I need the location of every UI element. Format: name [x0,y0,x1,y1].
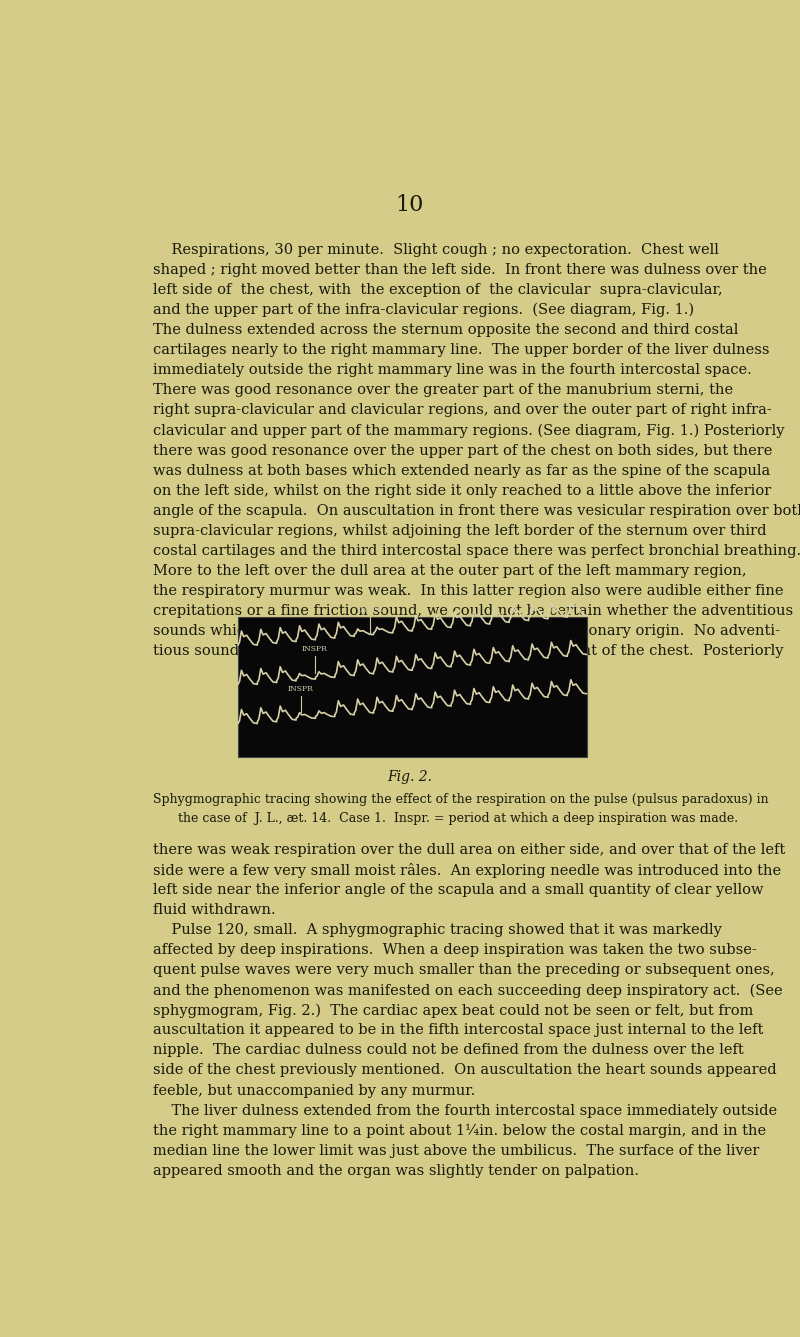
Text: left side near the inferior angle of the scapula and a small quantity of clear y: left side near the inferior angle of the… [153,882,763,897]
Text: tious sounds over the right side or elsewhere over the front of the chest.  Post: tious sounds over the right side or else… [153,644,783,658]
Text: the case of  J. L., æt. 14.  Case 1.  Inspr. = period at which a deep inspiratio: the case of J. L., æt. 14. Case 1. Inspr… [178,812,738,825]
Text: immediately outside the right mammary line was in the fourth intercostal space.: immediately outside the right mammary li… [153,364,751,377]
Text: costal cartilages and the third intercostal space there was perfect bronchial br: costal cartilages and the third intercos… [153,544,800,558]
Text: right supra-clavicular and clavicular regions, and over the outer part of right : right supra-clavicular and clavicular re… [153,404,771,417]
Text: crepitations or a fine friction sound, we could not be certain whether the adven: crepitations or a fine friction sound, w… [153,604,793,618]
Text: median line the lower limit was just above the umbilicus.  The surface of the li: median line the lower limit was just abo… [153,1143,759,1158]
Text: 10: 10 [396,194,424,217]
Text: The dulness extended across the sternum opposite the second and third costal: The dulness extended across the sternum … [153,324,738,337]
Text: Sphygmographic tracing showing the effect of the respiration on the pulse (pulsu: Sphygmographic tracing showing the effec… [153,793,768,806]
Text: appeared smooth and the organ was slightly tender on palpation.: appeared smooth and the organ was slight… [153,1163,638,1178]
Text: quent pulse waves were very much smaller than the preceding or subsequent ones,: quent pulse waves were very much smaller… [153,963,774,977]
Text: fluid withdrawn.: fluid withdrawn. [153,902,275,917]
Text: on the left side, whilst on the right side it only reached to a little above the: on the left side, whilst on the right si… [153,484,771,497]
Text: supra-clavicular regions, whilst adjoining the left border of the sternum over t: supra-clavicular regions, whilst adjoini… [153,524,766,537]
Text: the respiratory murmur was weak.  In this latter region also were audible either: the respiratory murmur was weak. In this… [153,584,783,598]
Text: Pulse 120, small.  A sphygmographic tracing showed that it was markedly: Pulse 120, small. A sphygmographic traci… [153,923,722,937]
Text: feeble, but unaccompanied by any murmur.: feeble, but unaccompanied by any murmur. [153,1083,475,1098]
Text: side were a few very small moist râles.  An exploring needle was introduced into: side were a few very small moist râles. … [153,862,781,877]
Text: Fig. 2.: Fig. 2. [387,770,433,783]
Text: Respirations, 30 per minute.  Slight cough ; no expectoration.  Chest well: Respirations, 30 per minute. Slight coug… [153,243,718,257]
Text: there was good resonance over the upper part of the chest on both sides, but the: there was good resonance over the upper … [153,444,772,457]
Text: The liver dulness extended from the fourth intercostal space immediately outside: The liver dulness extended from the four… [153,1103,777,1118]
Text: was dulness at both bases which extended nearly as far as the spine of the scapu: was dulness at both bases which extended… [153,464,770,477]
Text: INSPR: INSPR [288,685,314,693]
Text: left side of  the chest, with  the exception of  the clavicular  supra-clavicula: left side of the chest, with the excepti… [153,283,722,297]
Text: sphygmogram, Fig. 2.)  The cardiac apex beat could not be seen or felt, but from: sphygmogram, Fig. 2.) The cardiac apex b… [153,1003,753,1017]
Text: INSPR: INSPR [302,646,328,654]
Text: auscultation it appeared to be in the fifth intercostal space just internal to t: auscultation it appeared to be in the fi… [153,1023,763,1038]
Text: cartilages nearly to the right mammary line.  The upper border of the liver duln: cartilages nearly to the right mammary l… [153,344,770,357]
Text: More to the left over the dull area at the outer part of the left mammary region: More to the left over the dull area at t… [153,564,746,578]
Text: sounds which were there audible were of pleural  or  pulmonary origin.  No adven: sounds which were there audible were of … [153,624,780,638]
Text: shaped ; right moved better than the left side.  In front there was dulness over: shaped ; right moved better than the lef… [153,263,766,277]
Text: affected by deep inspirations.  When a deep inspiration was taken the two subse-: affected by deep inspirations. When a de… [153,943,757,957]
Text: and the phenomenon was manifested on each succeeding deep inspiratory act.  (See: and the phenomenon was manifested on eac… [153,983,782,997]
Text: there was weak respiration over the dull area on either side, and over that of t: there was weak respiration over the dull… [153,842,785,857]
Text: the right mammary line to a point about 1¼in. below the costal margin, and in th: the right mammary line to a point about … [153,1123,766,1138]
Text: nipple.  The cardiac dulness could not be defined from the dulness over the left: nipple. The cardiac dulness could not be… [153,1043,743,1058]
Text: INSPR: INSPR [358,606,383,614]
Text: angle of the scapula.  On auscultation in front there was vesicular respiration : angle of the scapula. On auscultation in… [153,504,800,517]
Text: and the upper part of the infra-clavicular regions.  (See diagram, Fig. 1.): and the upper part of the infra-clavicul… [153,303,694,317]
Text: There was good resonance over the greater part of the manubrium sterni, the: There was good resonance over the greate… [153,384,733,397]
Text: clavicular and upper part of the mammary regions. (See diagram, Fig. 1.) Posteri: clavicular and upper part of the mammary… [153,424,784,437]
Bar [238,618,586,757]
Text: side of the chest previously mentioned.  On auscultation the heart sounds appear: side of the chest previously mentioned. … [153,1063,776,1078]
